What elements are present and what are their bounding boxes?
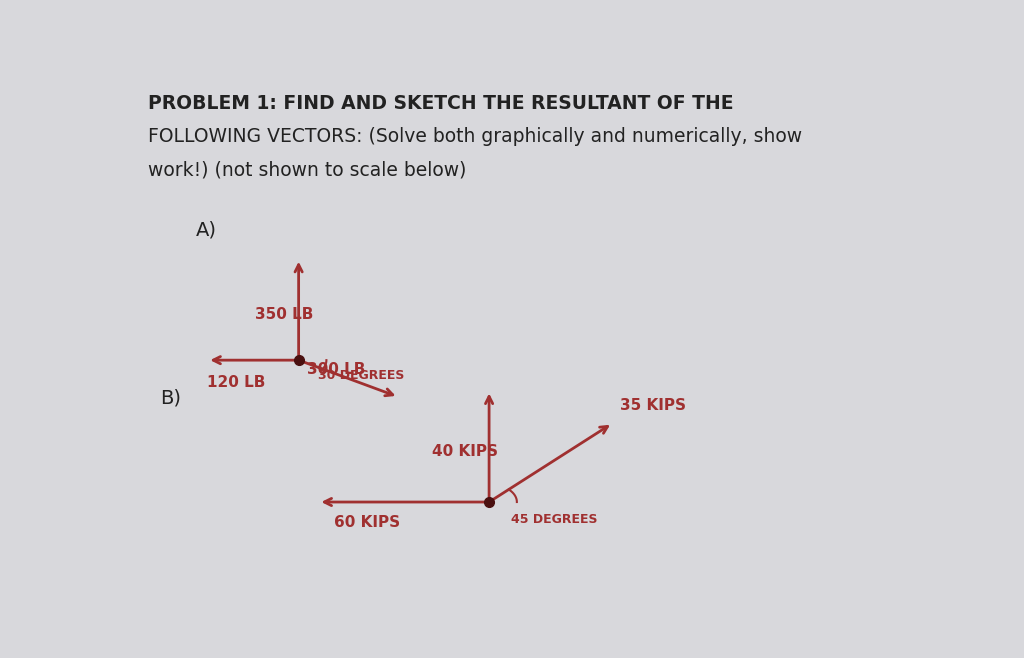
Text: 60 KIPS: 60 KIPS	[334, 515, 400, 530]
Text: 40 KIPS: 40 KIPS	[432, 444, 498, 459]
Text: 120 LB: 120 LB	[207, 376, 266, 390]
Text: 35 KIPS: 35 KIPS	[621, 398, 686, 413]
Text: B): B)	[160, 388, 181, 407]
Text: work!) (not shown to scale below): work!) (not shown to scale below)	[147, 160, 466, 179]
Text: A): A)	[196, 221, 216, 240]
Text: 30 DEGREES: 30 DEGREES	[318, 369, 404, 382]
Text: 45 DEGREES: 45 DEGREES	[511, 513, 598, 526]
Text: 300 LB: 300 LB	[307, 361, 366, 376]
Text: PROBLEM 1: FIND AND SKETCH THE RESULTANT OF THE: PROBLEM 1: FIND AND SKETCH THE RESULTANT…	[147, 94, 733, 113]
Text: FOLLOWING VECTORS: (Solve both graphically and numerically, show: FOLLOWING VECTORS: (Solve both graphical…	[147, 127, 802, 146]
Text: 350 LB: 350 LB	[255, 307, 313, 322]
